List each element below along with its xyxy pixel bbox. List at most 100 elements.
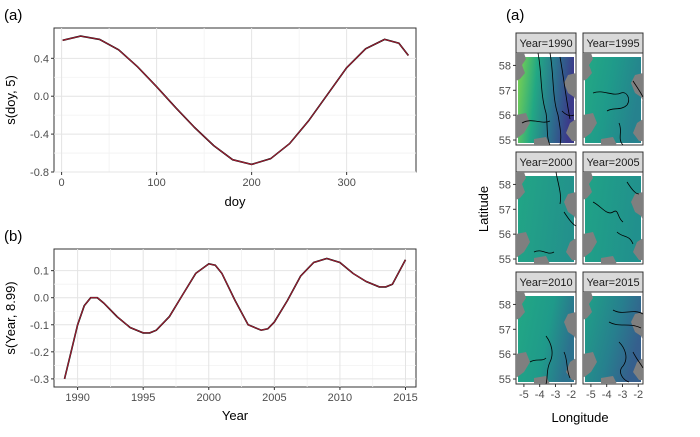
contour-line <box>616 231 634 245</box>
lat-tick-label: 56 <box>499 229 511 241</box>
contour-line <box>549 52 562 146</box>
x-tick-label: 0 <box>59 177 65 189</box>
land-mask <box>631 312 643 340</box>
axes: 1990 1995 2000 2005 2010 2015 -0.3 -0.2 -0.1 0.0 0… <box>30 266 418 404</box>
lon-tick-label: -4 <box>535 389 545 401</box>
lat-tick-label: 57 <box>499 85 511 97</box>
contour-line <box>618 122 624 146</box>
facets: Year=1990 Year=1995 Year=2000 Year=2005 Year… <box>515 32 644 385</box>
lat-tick-label: 57 <box>499 324 511 336</box>
land-mask <box>516 172 526 200</box>
land-mask <box>583 352 597 378</box>
contour-line <box>592 201 624 223</box>
contour-line <box>632 351 644 369</box>
facet-title: Year=1990 <box>519 38 572 50</box>
year-smooth-panel: (b) 1990 1995 2000 2005 2010 2015 -0.3 -0.2 -0.1… <box>3 228 418 423</box>
y-axis-label: s(doy, 5) <box>3 75 18 125</box>
y-tick-label: 0.0 <box>34 293 49 305</box>
lon-tick-label: -4 <box>602 389 612 401</box>
axes: 0 100 200 300 -0.8 -0.4 0.0 0.4 <box>30 53 356 189</box>
facet-title: Year=2015 <box>586 277 639 289</box>
lat-tick-label: 58 <box>499 60 511 72</box>
x-tick-label: 2005 <box>262 392 286 404</box>
facet-map <box>583 53 644 146</box>
facet-title: Year=2000 <box>519 157 572 169</box>
contour-line <box>529 357 547 363</box>
y-tick-label: -0.4 <box>30 129 49 141</box>
smooth-curve <box>62 35 410 166</box>
longitude-axis: -5 -4 -3 -2 -5 -4 -3 -2 <box>519 384 643 401</box>
contour-line <box>559 56 571 120</box>
x-tick-label: 100 <box>147 177 165 189</box>
contour-line <box>537 52 551 146</box>
land-mask <box>534 376 550 384</box>
x-axis-label: doy <box>225 194 246 209</box>
land-mask <box>631 192 643 220</box>
lat-tick-label: 55 <box>499 254 511 266</box>
y-tick-label: 0.0 <box>34 91 49 103</box>
land-mask <box>564 73 576 101</box>
land-mask <box>583 113 597 139</box>
x-tick-label: 300 <box>337 177 355 189</box>
plot-area <box>53 248 417 388</box>
contour-line <box>545 335 553 385</box>
x-tick-label: 1990 <box>65 392 89 404</box>
y-tick-label: -0.8 <box>30 167 49 179</box>
facet-map <box>516 52 576 146</box>
y-tick-label: -0.3 <box>30 374 49 386</box>
lon-tick-label: -5 <box>586 389 596 401</box>
panel-c-tag: (a) <box>506 7 524 24</box>
plot-area <box>53 27 417 173</box>
land-mask <box>633 238 643 260</box>
y-tick-label: -0.2 <box>30 347 49 359</box>
panel-a-tag: (a) <box>4 7 22 24</box>
lat-tick-label: 56 <box>499 110 511 122</box>
x-tick-label: 2015 <box>393 392 417 404</box>
land-mask <box>516 53 526 81</box>
contour-line <box>533 250 555 254</box>
x-tick-label: 2000 <box>197 392 221 404</box>
lon-tick-label: -5 <box>519 389 529 401</box>
sea-surface <box>585 296 641 382</box>
contour-line <box>563 211 577 227</box>
lat-tick-label: 56 <box>499 349 511 361</box>
facet-map <box>583 292 644 384</box>
y-axis-label: s(Year, 8.99) <box>3 281 18 354</box>
x-axis-label: Year <box>222 408 249 423</box>
latitude-axis: 58 57 56 55 58 57 56 55 58 57 56 55 <box>499 60 516 386</box>
facet-map <box>583 172 643 264</box>
land-mask <box>566 119 576 141</box>
facet-title: Year=1995 <box>586 38 639 50</box>
y-tick-label: -0.1 <box>30 320 49 332</box>
land-mask <box>516 113 530 139</box>
x-tick-label: 2010 <box>328 392 352 404</box>
spatial-facets-panel: (a) Year=1990 Year=1995 Year=2000 Year=2005… <box>476 7 644 425</box>
lon-tick-label: -3 <box>551 389 561 401</box>
facet-title: Year=2005 <box>586 157 639 169</box>
land-mask <box>583 292 593 320</box>
facet-title: Year=2010 <box>519 277 572 289</box>
smooth-curve <box>63 257 407 380</box>
lat-tick-label: 58 <box>499 179 511 191</box>
lon-tick-label: -3 <box>618 389 628 401</box>
contour-line <box>521 120 551 124</box>
y-axis-label: Latitude <box>476 186 491 232</box>
contour-line <box>563 351 571 379</box>
sea-surface <box>518 296 574 382</box>
fitted-line-overlay <box>62 35 409 165</box>
contour-line <box>555 171 561 205</box>
land-mask <box>564 192 576 220</box>
contour-line <box>618 341 630 383</box>
land-mask <box>601 376 617 384</box>
contour-line <box>612 309 644 315</box>
sea-surface <box>585 176 641 262</box>
land-mask <box>516 232 530 258</box>
fitted-line-overlay <box>64 258 406 379</box>
doy-smooth-panel: (a) 0 100 200 300 -0.8 -0.4 0.0 0.4 doy s(doy, … <box>3 7 417 209</box>
contour-line <box>561 110 575 117</box>
sea-surface <box>585 57 641 143</box>
land-mask <box>516 352 530 378</box>
lat-tick-label: 55 <box>499 135 511 147</box>
lon-tick-label: -2 <box>633 389 643 401</box>
